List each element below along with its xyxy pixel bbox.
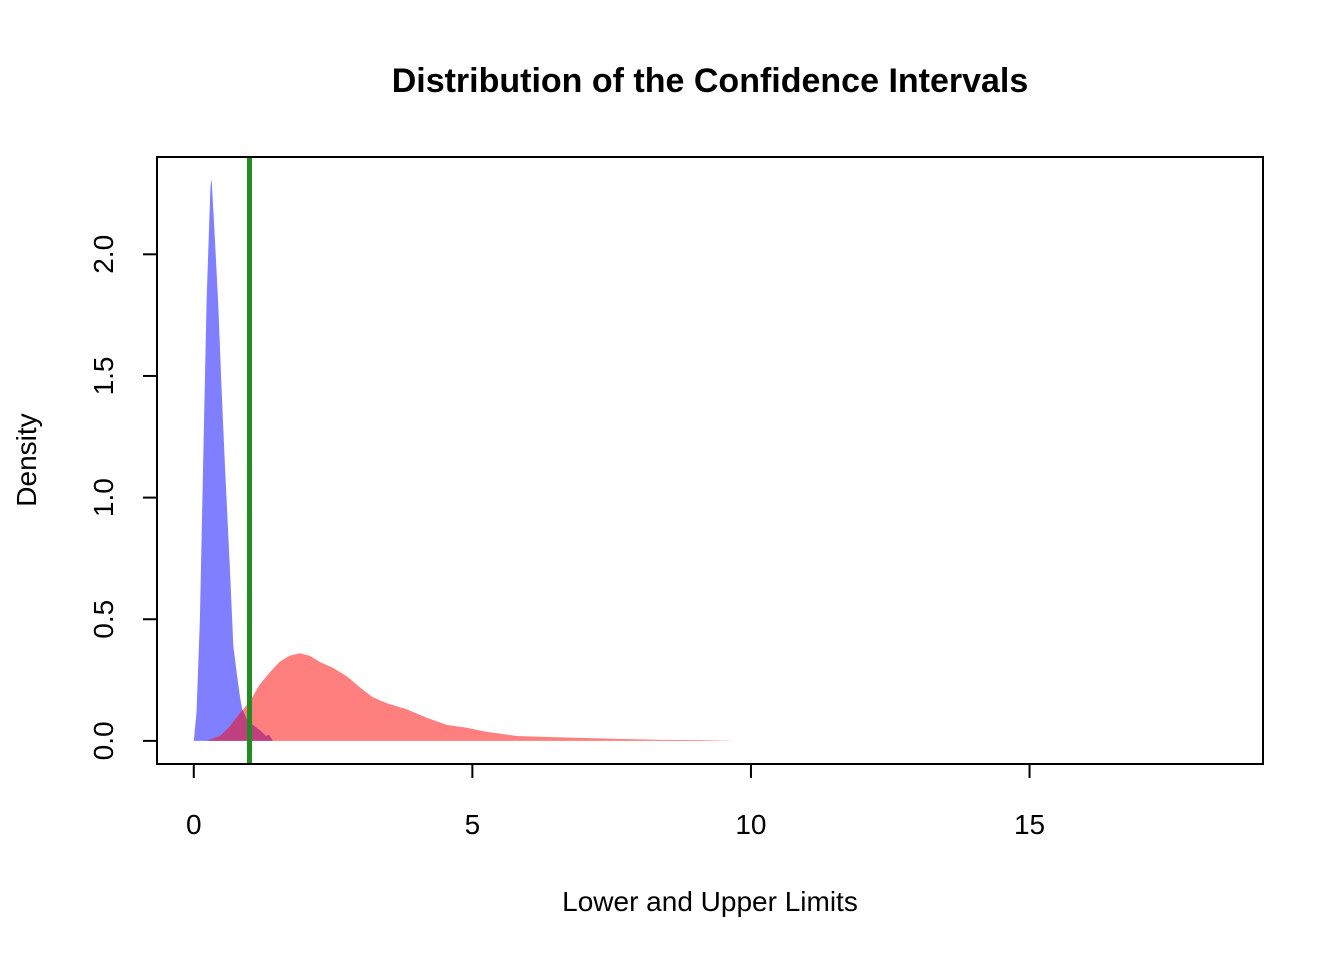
y-tick-label: 0.0 — [88, 721, 119, 760]
x-tick-label: 10 — [735, 809, 766, 840]
x-tick-label: 0 — [186, 809, 202, 840]
y-tick-label: 1.5 — [88, 356, 119, 395]
y-tick-label: 0.5 — [88, 600, 119, 639]
y-tick-label: 1.0 — [88, 478, 119, 517]
x-axis-label: Lower and Upper Limits — [562, 886, 858, 917]
y-tick-label: 2.0 — [88, 235, 119, 274]
x-tick-label: 15 — [1014, 809, 1045, 840]
x-axis: 0 5 10 15 — [186, 763, 1045, 840]
lower-limit-density-area — [193, 178, 273, 741]
upper-limit-density-area — [206, 653, 738, 741]
chart-title: Distribution of the Confidence Intervals — [392, 62, 1029, 100]
series-layer — [193, 157, 738, 764]
x-tick-label: 5 — [465, 809, 481, 840]
y-axis: 0.0 0.5 1.0 1.5 2.0 — [88, 235, 158, 760]
y-axis-label: Density — [11, 413, 42, 506]
